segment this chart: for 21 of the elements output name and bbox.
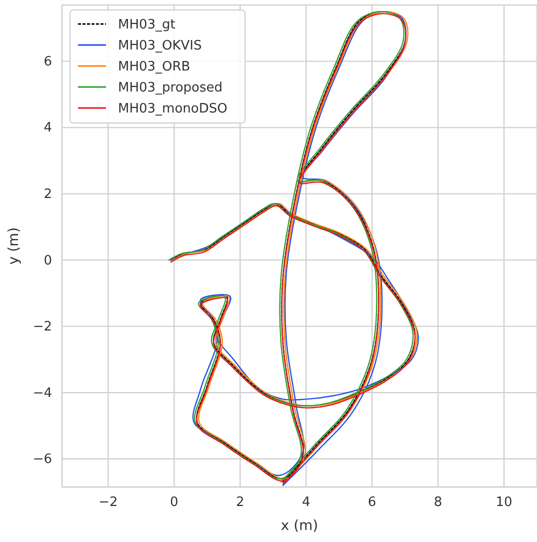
y-tick-label: 0 xyxy=(44,253,52,268)
x-tick-label: −2 xyxy=(98,495,118,510)
x-axis-title: x (m) xyxy=(280,518,318,534)
y-tick-label: 4 xyxy=(44,120,52,136)
legend-label: MH03_OKVIS xyxy=(118,38,202,54)
y-axis-title: y (m) xyxy=(6,227,22,265)
x-tick-label: 0 xyxy=(170,495,178,510)
legend-label: MH03_proposed xyxy=(118,80,223,96)
legend-label: MH03_monoDSO xyxy=(118,102,228,116)
y-tick-label: −6 xyxy=(32,452,52,467)
y-tick-label: 6 xyxy=(44,54,52,70)
legend-label: MH03_ORB xyxy=(118,60,190,74)
legend-label: MH03_gt xyxy=(118,18,176,32)
x-tick-label: 4 xyxy=(302,495,310,510)
x-tick-label: 6 xyxy=(368,495,376,510)
x-tick-label: 2 xyxy=(236,495,244,510)
x-tick-label: 10 xyxy=(496,495,512,510)
y-tick-label: −4 xyxy=(32,386,52,401)
y-tick-label: −2 xyxy=(32,319,52,334)
x-tick-label: 8 xyxy=(434,495,442,510)
y-tick-label: 2 xyxy=(44,186,52,202)
